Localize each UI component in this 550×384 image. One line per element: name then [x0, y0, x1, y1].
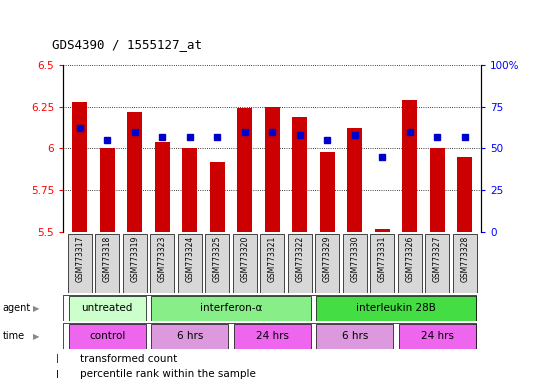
- Text: GSM773325: GSM773325: [213, 236, 222, 282]
- Text: transformed count: transformed count: [80, 354, 178, 364]
- Bar: [375, 228, 390, 232]
- Text: GSM773323: GSM773323: [158, 236, 167, 282]
- Bar: [265, 107, 280, 232]
- FancyBboxPatch shape: [233, 235, 257, 293]
- Text: time: time: [3, 331, 25, 341]
- Text: ▶: ▶: [33, 332, 40, 341]
- Bar: [237, 108, 252, 232]
- FancyBboxPatch shape: [425, 235, 449, 293]
- Text: untreated: untreated: [81, 303, 133, 313]
- Bar: [182, 148, 197, 232]
- Bar: [320, 152, 335, 232]
- Text: GSM773317: GSM773317: [75, 236, 84, 282]
- Text: GSM773331: GSM773331: [378, 236, 387, 282]
- Text: GSM773319: GSM773319: [130, 236, 139, 282]
- Bar: [69, 324, 146, 349]
- Bar: [151, 324, 228, 349]
- FancyBboxPatch shape: [370, 235, 394, 293]
- FancyBboxPatch shape: [123, 235, 147, 293]
- Text: 24 hrs: 24 hrs: [421, 331, 454, 341]
- Bar: [430, 148, 445, 232]
- Text: GSM773330: GSM773330: [350, 236, 359, 282]
- Bar: [399, 324, 476, 349]
- Text: GSM773322: GSM773322: [295, 236, 304, 282]
- Bar: [57, 370, 58, 378]
- FancyBboxPatch shape: [288, 235, 312, 293]
- Bar: [100, 148, 115, 232]
- Text: GSM773321: GSM773321: [268, 236, 277, 282]
- Bar: [69, 296, 146, 321]
- Bar: [347, 128, 362, 232]
- FancyBboxPatch shape: [205, 235, 229, 293]
- FancyBboxPatch shape: [68, 235, 92, 293]
- FancyBboxPatch shape: [398, 235, 422, 293]
- Text: 24 hrs: 24 hrs: [256, 331, 289, 341]
- Text: GSM773328: GSM773328: [460, 236, 469, 282]
- Text: 6 hrs: 6 hrs: [342, 331, 368, 341]
- FancyBboxPatch shape: [315, 235, 339, 293]
- Bar: [234, 324, 311, 349]
- Text: interferon-α: interferon-α: [200, 303, 262, 313]
- Bar: [316, 324, 393, 349]
- FancyBboxPatch shape: [178, 235, 202, 293]
- Bar: [457, 157, 472, 232]
- Text: GSM773320: GSM773320: [240, 236, 249, 282]
- Bar: [151, 296, 311, 321]
- Text: 6 hrs: 6 hrs: [177, 331, 203, 341]
- FancyBboxPatch shape: [95, 235, 119, 293]
- Text: GSM773324: GSM773324: [185, 236, 194, 282]
- Bar: [402, 100, 417, 232]
- Bar: [155, 142, 170, 232]
- FancyBboxPatch shape: [150, 235, 174, 293]
- Text: GSM773318: GSM773318: [103, 236, 112, 282]
- Bar: [72, 102, 87, 232]
- Text: control: control: [89, 331, 125, 341]
- Text: agent: agent: [3, 303, 31, 313]
- FancyBboxPatch shape: [343, 235, 367, 293]
- Text: percentile rank within the sample: percentile rank within the sample: [80, 369, 256, 379]
- Bar: [57, 354, 58, 363]
- Bar: [292, 117, 307, 232]
- Text: GSM773326: GSM773326: [405, 236, 414, 282]
- Text: GDS4390 / 1555127_at: GDS4390 / 1555127_at: [52, 38, 202, 51]
- Text: ▶: ▶: [33, 304, 40, 313]
- FancyBboxPatch shape: [453, 235, 477, 293]
- FancyBboxPatch shape: [260, 235, 284, 293]
- Text: interleukin 28B: interleukin 28B: [356, 303, 436, 313]
- Text: GSM773329: GSM773329: [323, 236, 332, 282]
- Bar: [127, 112, 142, 232]
- Bar: [316, 296, 476, 321]
- Text: GSM773327: GSM773327: [433, 236, 442, 282]
- Bar: [210, 162, 225, 232]
